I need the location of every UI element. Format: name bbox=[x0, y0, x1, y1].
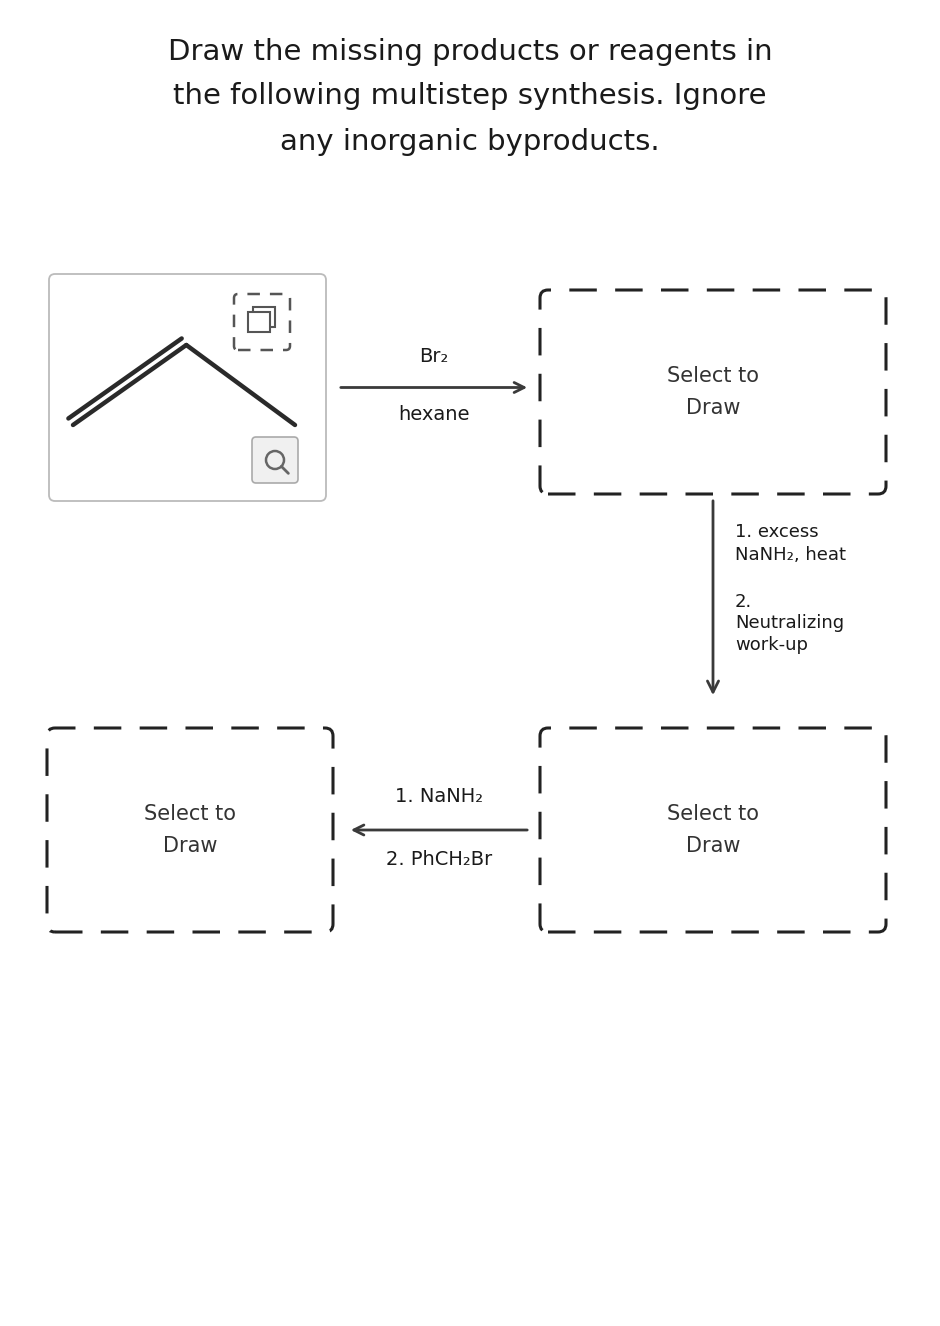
Text: Select to
Draw: Select to Draw bbox=[667, 366, 759, 418]
Text: any inorganic byproducts.: any inorganic byproducts. bbox=[280, 129, 660, 156]
FancyBboxPatch shape bbox=[248, 312, 270, 332]
Text: 1. excess: 1. excess bbox=[735, 522, 819, 541]
Text: 2. PhCH₂Br: 2. PhCH₂Br bbox=[386, 850, 493, 869]
Text: Draw the missing products or reagents in: Draw the missing products or reagents in bbox=[167, 38, 773, 66]
FancyBboxPatch shape bbox=[540, 728, 886, 932]
FancyBboxPatch shape bbox=[253, 308, 275, 328]
FancyBboxPatch shape bbox=[47, 728, 333, 932]
Text: 1. NaNH₂: 1. NaNH₂ bbox=[395, 788, 483, 806]
FancyBboxPatch shape bbox=[540, 290, 886, 495]
Text: Select to
Draw: Select to Draw bbox=[144, 805, 236, 855]
Text: hexane: hexane bbox=[399, 406, 470, 424]
Text: NaNH₂, heat: NaNH₂, heat bbox=[735, 546, 846, 564]
FancyBboxPatch shape bbox=[252, 438, 298, 483]
FancyBboxPatch shape bbox=[234, 294, 290, 350]
Text: Neutralizing: Neutralizing bbox=[735, 614, 844, 633]
FancyBboxPatch shape bbox=[49, 274, 326, 501]
Text: the following multistep synthesis. Ignore: the following multistep synthesis. Ignor… bbox=[173, 82, 767, 110]
Text: 2.: 2. bbox=[735, 593, 752, 611]
Text: Br₂: Br₂ bbox=[419, 346, 448, 366]
Text: Select to
Draw: Select to Draw bbox=[667, 805, 759, 855]
Text: work-up: work-up bbox=[735, 636, 808, 654]
